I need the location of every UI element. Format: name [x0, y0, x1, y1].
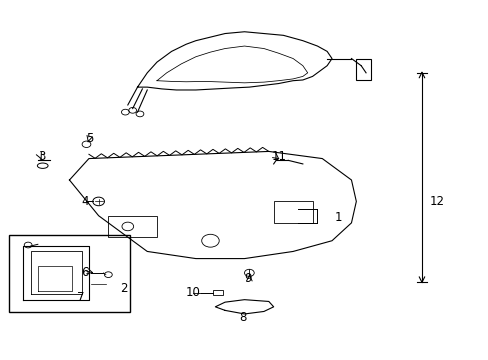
Text: 7: 7	[77, 291, 84, 305]
Text: 1: 1	[334, 211, 341, 224]
Text: 8: 8	[239, 311, 246, 324]
Text: 3: 3	[38, 150, 45, 163]
Text: 12: 12	[428, 195, 444, 208]
Text: 2: 2	[120, 283, 128, 296]
Text: 4: 4	[81, 195, 89, 208]
Text: 10: 10	[186, 286, 201, 299]
Text: 9: 9	[244, 272, 251, 285]
Text: 11: 11	[271, 150, 285, 163]
Text: 6: 6	[81, 266, 89, 279]
Text: 5: 5	[86, 132, 94, 145]
